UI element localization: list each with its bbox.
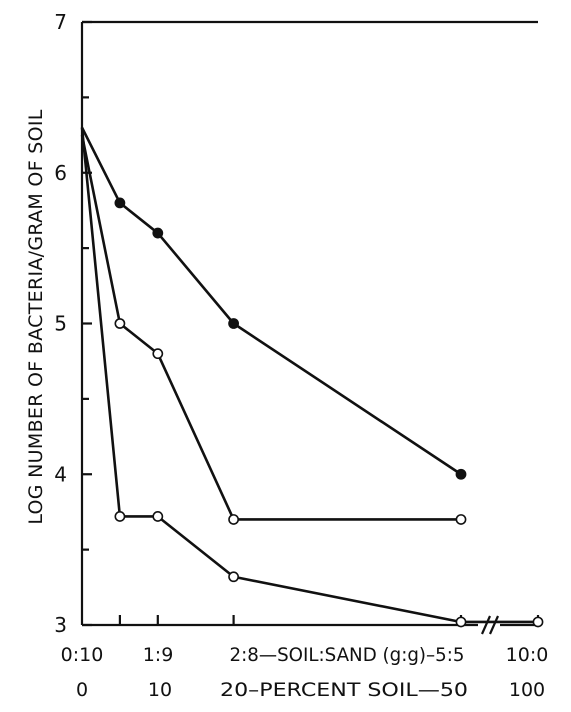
axes: 3 4 5 6 7: [54, 10, 540, 637]
series-1-line: [80, 126, 462, 476]
y-tick-label-3: 3: [54, 613, 67, 637]
series-3-point-5: [114, 511, 126, 522]
x-percent-label-0: 0: [76, 679, 88, 701]
x-tick-label-10-0: 10:0: [506, 644, 549, 666]
x-percent-label-100: 100: [509, 679, 545, 701]
y-tick-label-6: 6: [54, 161, 67, 185]
y-tick-label-4: 4: [54, 462, 67, 486]
series-3-point-50: [455, 616, 467, 628]
series-1-point-10: [152, 227, 164, 239]
x-percent-label-10: 10: [148, 679, 172, 701]
series-2-line: [80, 134, 461, 521]
x-axis-break-mark-1: [480, 615, 492, 635]
x-axis-break-mark-2: [488, 615, 500, 635]
series-2-point-50: [455, 514, 467, 525]
series-1-point-5: [114, 197, 126, 209]
series-3-point-20: [228, 571, 239, 583]
x-percent-label-20-50: 20–PERCENT SOIL—50: [220, 679, 468, 701]
x-tick-label-0-10: 0:10: [61, 644, 104, 666]
series-2-point-20: [228, 514, 239, 525]
x-tick-label-2-8-soil-sand-5-5: 2:8—SOIL:SAND (g:g)–5:5: [230, 644, 465, 666]
y-axis-label: LOG NUMBER OF BACTERIA/GRAM OF SOIL: [25, 109, 47, 524]
series-layer: [80, 126, 544, 628]
series-3-line: [80, 127, 538, 624]
series-3-point-10: [152, 511, 164, 522]
series-1-point-50: [455, 468, 467, 480]
series-1-point-20: [228, 318, 239, 329]
y-tick-label-5: 5: [54, 312, 67, 336]
series-2-point-5: [114, 318, 126, 329]
y-tick-label-7: 7: [54, 10, 67, 34]
x-tick-label-1-9: 1:9: [143, 644, 174, 666]
series-3-point-100: [532, 616, 544, 628]
series-2-point-10: [152, 348, 164, 360]
